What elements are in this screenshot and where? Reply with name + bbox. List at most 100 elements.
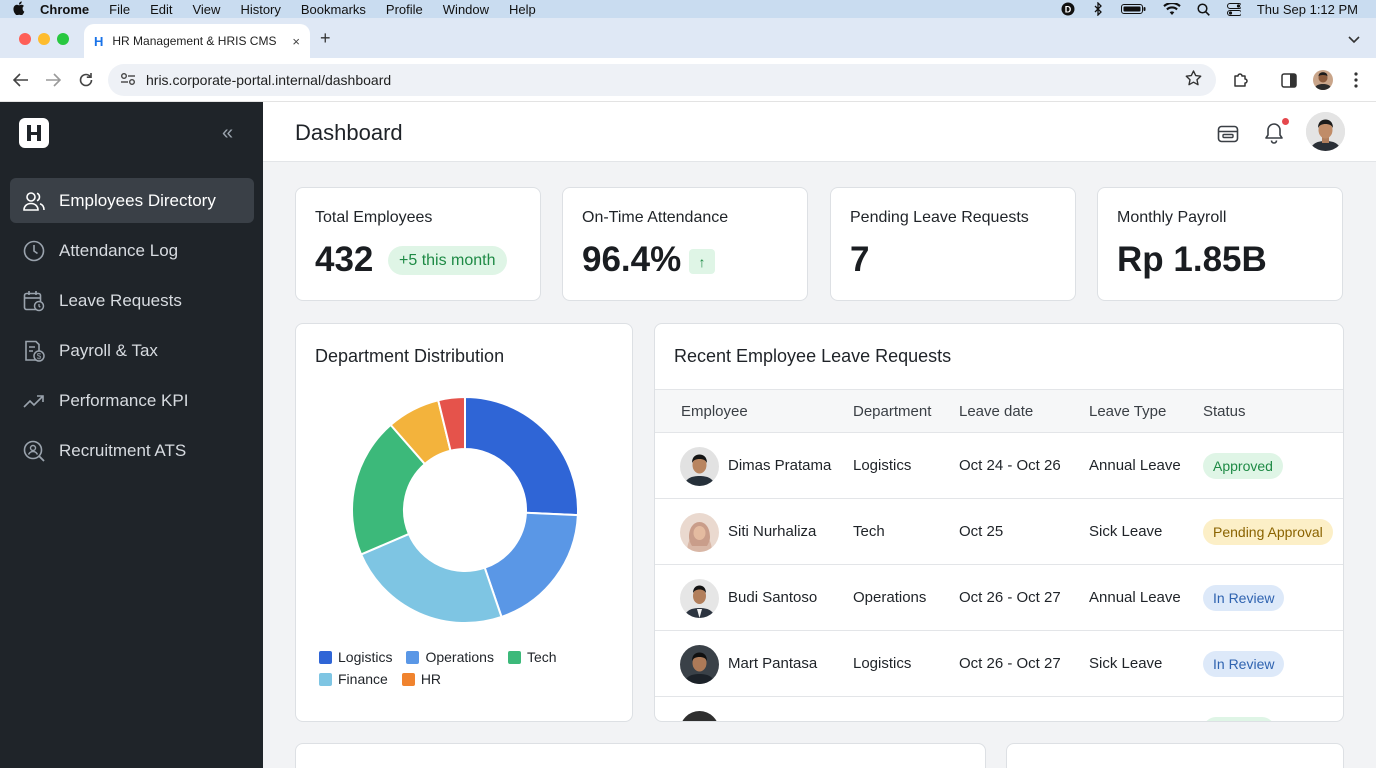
users-icon — [22, 189, 46, 213]
stat-label: On-Time Attendance — [582, 209, 729, 226]
main-content: Dashboard Total Employees 432 +5 this mo… — [263, 102, 1376, 768]
status-badge — [1203, 717, 1275, 721]
table-row[interactable]: Siti Nurhaliza Tech Oct 25 Sick Leave Pe… — [655, 499, 1343, 565]
stat-value: Rp 1.85B — [1117, 240, 1267, 279]
employee-avatar — [680, 579, 719, 618]
wifi-icon[interactable] — [1163, 2, 1181, 15]
site-settings-icon[interactable] — [120, 72, 138, 89]
sidebar-item-recruitment-ats[interactable]: Recruitment ATS — [10, 428, 254, 473]
sidebar-nav: Employees Directory Attendance Log Leave… — [10, 178, 254, 478]
browser-tab-active[interactable]: H HR Management & HRIS CMS × — [84, 24, 310, 58]
donut-slice-operations[interactable] — [483, 511, 579, 619]
table-row[interactable]: Mart Pantasa Logistics Oct 26 - Oct 27 S… — [655, 631, 1343, 697]
card-title: Recent Employee Leave Requests — [674, 346, 952, 366]
extensions-puzzle-icon[interactable] — [1231, 70, 1251, 90]
d-app-icon[interactable]: D — [1061, 2, 1075, 16]
control-center-icon[interactable] — [1226, 2, 1241, 16]
menu-help[interactable]: Help — [509, 1, 536, 17]
status-badge: Approved — [1203, 453, 1283, 479]
collapse-sidebar-icon[interactable]: « — [222, 122, 234, 144]
menu-bookmarks[interactable]: Bookmarks — [300, 1, 366, 17]
menu-edit[interactable]: Edit — [150, 1, 173, 17]
sidebar-item-leave-requests[interactable]: Leave Requests — [10, 278, 254, 323]
tab-search-chevron-icon[interactable] — [1342, 30, 1366, 50]
status-badge: In Review — [1203, 585, 1285, 611]
menu-window[interactable]: Window — [442, 1, 490, 17]
profile-avatar[interactable] — [1313, 70, 1333, 90]
employee-name: Dimas Pratama — [728, 457, 832, 474]
side-panel-icon[interactable] — [1279, 70, 1299, 90]
column-header-status[interactable]: Status — [1203, 403, 1246, 420]
sidebar-item-label: Performance KPI — [59, 390, 189, 410]
donut-slice-finance[interactable] — [359, 532, 503, 624]
svg-text:D: D — [1065, 5, 1072, 15]
reload-icon[interactable] — [76, 70, 96, 90]
menu-file[interactable]: File — [109, 1, 131, 17]
page-header: Dashboard — [263, 102, 1376, 162]
sidebar-item-employees-directory[interactable]: Employees Directory — [10, 178, 254, 223]
stat-label: Pending Leave Requests — [850, 209, 1029, 226]
app-logo[interactable] — [19, 118, 49, 148]
recent-leave-requests-card: Recent Employee Leave Requests Employee … — [654, 323, 1344, 722]
browser-toolbar: hris.corporate-portal.internal/dashboard — [0, 58, 1376, 102]
sidebar-item-performance-kpi[interactable]: Performance KPI — [10, 378, 254, 423]
stat-value: 432 — [315, 240, 374, 279]
payroll-icon: $ — [22, 339, 46, 363]
menu-view[interactable]: View — [192, 1, 221, 17]
bluetooth-icon[interactable] — [1091, 2, 1105, 16]
column-header-leave-type[interactable]: Leave Type — [1089, 403, 1167, 420]
window-close-button[interactable] — [19, 33, 31, 45]
back-arrow-icon[interactable] — [11, 70, 31, 90]
stat-card-total-employees: Total Employees 432 +5 this month — [295, 187, 541, 301]
leave-date: Oct 26 - Oct 27 — [959, 655, 1061, 672]
donut-slice-logistics[interactable] — [464, 395, 579, 517]
bookmark-star-icon[interactable] — [1185, 69, 1202, 91]
menu-history[interactable]: History — [240, 1, 281, 17]
employee-avatar — [680, 645, 719, 684]
apple-icon[interactable] — [0, 0, 38, 18]
battery-icon[interactable] — [1120, 3, 1147, 15]
donut-slice-tech[interactable] — [351, 423, 427, 556]
employee-name: Siti Nurhaliza — [728, 523, 817, 540]
new-tab-button[interactable]: + — [320, 28, 331, 48]
trend-up-arrow-icon: ↑ — [689, 249, 715, 274]
calendar-badge-icon[interactable] — [1216, 121, 1240, 145]
window-zoom-button[interactable] — [57, 33, 69, 45]
chrome-menu-kebab-icon[interactable] — [1346, 70, 1366, 90]
leave-type: Annual Leave — [1089, 589, 1181, 606]
spotlight-search-icon[interactable] — [1197, 2, 1211, 16]
sidebar-item-attendance-log[interactable]: Attendance Log — [10, 228, 254, 273]
address-bar[interactable]: hris.corporate-portal.internal/dashboard — [108, 64, 1216, 96]
tab-favicon-icon: H — [94, 33, 104, 49]
user-avatar[interactable] — [1306, 112, 1345, 151]
employee-department: Tech — [853, 523, 885, 540]
employee-name: Budi Santoso — [728, 589, 818, 606]
forward-arrow-icon[interactable] — [43, 70, 63, 90]
stat-change-badge: +5 this month — [388, 246, 507, 275]
window-minimize-button[interactable] — [38, 33, 50, 45]
donut-slice-extra-red[interactable] — [437, 395, 466, 452]
sidebar-item-payroll-tax[interactable]: $ Payroll & Tax — [10, 328, 254, 373]
table-row[interactable]: Budi Santoso Operations Oct 26 - Oct 27 … — [655, 565, 1343, 631]
table-row[interactable]: Dimas Pratama Logistics Oct 24 - Oct 26 … — [655, 433, 1343, 499]
stat-card-monthly-payroll: Monthly Payroll Rp 1.85B — [1097, 187, 1343, 301]
stat-value: 96.4% — [582, 240, 682, 279]
status-badge: Pending Approval — [1203, 519, 1333, 545]
status-badge: In Review — [1203, 651, 1285, 677]
menubar-clock[interactable]: Thu Sep 1:12 PM — [1256, 1, 1358, 17]
trend-icon — [22, 389, 46, 413]
column-header-employee[interactable]: Employee — [681, 403, 748, 420]
table-header: Employee Department Leave date Leave Typ… — [655, 389, 1343, 433]
notification-bell-icon[interactable] — [1262, 121, 1286, 145]
sidebar-item-label: Employees Directory — [59, 190, 216, 210]
url-text[interactable]: hris.corporate-portal.internal/dashboard — [146, 72, 392, 88]
column-header-department[interactable]: Department — [853, 403, 932, 420]
app-sidebar: « Employees Directory Attendance Log Lea… — [0, 102, 263, 768]
tab-close-icon[interactable]: × — [292, 33, 300, 49]
menu-profile[interactable]: Profile — [385, 1, 423, 17]
column-header-leave-date[interactable]: Leave date — [959, 403, 1034, 420]
department-distribution-card: Department Distribution Logistics Operat… — [295, 323, 633, 722]
leave-type: Sick Leave — [1089, 655, 1163, 672]
menu-app-name[interactable]: Chrome — [40, 1, 90, 17]
table-row-partial[interactable] — [655, 697, 1343, 721]
